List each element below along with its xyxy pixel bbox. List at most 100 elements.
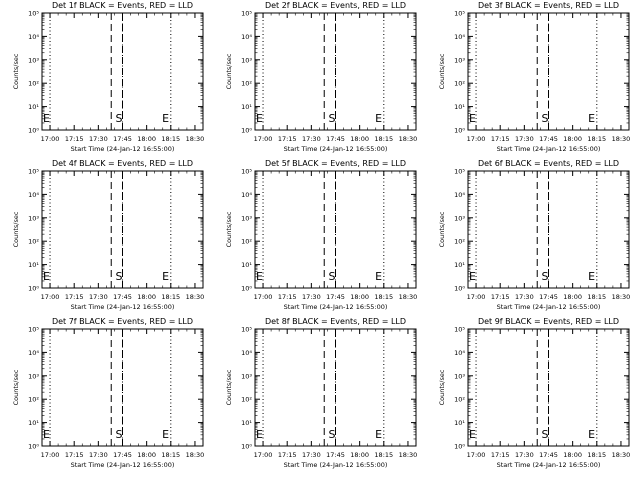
- y-tick-label: 10⁰: [241, 285, 252, 293]
- x-tick-label: 17:30: [515, 293, 534, 301]
- x-tick-label: 17:45: [113, 293, 132, 301]
- end-marker: E: [588, 270, 595, 283]
- y-tick-label: 10⁴: [241, 191, 252, 199]
- y-axis-label: Counts/sec: [12, 369, 20, 405]
- y-tick-label: 10⁵: [28, 326, 39, 334]
- y-tick-label: 10⁰: [454, 127, 465, 135]
- y-tick-label: 10⁰: [454, 285, 465, 293]
- x-tick-label: 17:30: [302, 451, 321, 459]
- x-tick-label: 17:45: [113, 451, 132, 459]
- y-tick-label: 10³: [241, 372, 252, 380]
- end-marker: E: [588, 428, 595, 441]
- x-tick-label: 17:45: [113, 135, 132, 143]
- x-tick-label: 18:00: [137, 293, 156, 301]
- y-tick-label: 10³: [28, 214, 39, 222]
- y-tick-label: 10³: [28, 56, 39, 64]
- y-tick-label: 10¹: [28, 261, 39, 269]
- x-tick-label: 17:45: [539, 451, 558, 459]
- panel-title: Det 5f BLACK = Events, RED = LLD: [265, 159, 406, 168]
- x-axis-label: Start Time (24-Jan-12 16:55:00): [71, 145, 175, 153]
- end-marker: E: [43, 112, 50, 125]
- x-tick-label: 18:15: [587, 135, 606, 143]
- y-tick-label: 10¹: [454, 419, 465, 427]
- end-marker: E: [469, 112, 476, 125]
- x-tick-label: 18:15: [161, 451, 180, 459]
- x-axis-label: Start Time (24-Jan-12 16:55:00): [284, 303, 388, 311]
- panel-det-5f: Det 5f BLACK = Events, RED = LLD 10⁰ 10¹ 10…: [225, 159, 417, 311]
- panel-title: Det 6f BLACK = Events, RED = LLD: [478, 159, 619, 168]
- x-tick-label: 18:30: [612, 293, 631, 301]
- panel-title: Det 1f BLACK = Events, RED = LLD: [52, 1, 193, 10]
- y-tick-label: 10²: [28, 80, 39, 88]
- x-tick-label: 18:30: [186, 451, 205, 459]
- y-tick-label: 10⁰: [28, 443, 39, 451]
- y-tick-label: 10³: [454, 56, 465, 64]
- x-tick-label: 18:00: [350, 293, 369, 301]
- x-axis-label: Start Time (24-Jan-12 16:55:00): [497, 145, 601, 153]
- y-tick-label: 10²: [28, 396, 39, 404]
- y-tick-label: 10³: [28, 372, 39, 380]
- y-axis-label: Counts/sec: [12, 53, 20, 89]
- start-marker: S: [115, 270, 122, 283]
- x-axis-label: Start Time (24-Jan-12 16:55:00): [284, 145, 388, 153]
- x-tick-label: 17:30: [302, 135, 321, 143]
- x-tick-label: 17:45: [539, 135, 558, 143]
- y-tick-label: 10¹: [241, 419, 252, 427]
- panel-det-7f: Det 7f BLACK = Events, RED = LLD 10⁰ 10¹ 10…: [12, 317, 204, 469]
- x-tick-label: 18:30: [399, 135, 418, 143]
- panel-det-9f: Det 9f BLACK = Events, RED = LLD 10⁰ 10¹ 10…: [438, 317, 630, 469]
- y-tick-label: 10⁴: [28, 349, 39, 357]
- y-axis-label: Counts/sec: [438, 369, 446, 405]
- x-tick-label: 17:15: [278, 451, 297, 459]
- y-tick-label: 10²: [241, 238, 252, 246]
- y-tick-label: 10⁵: [454, 326, 465, 334]
- y-tick-label: 10⁵: [241, 168, 252, 176]
- y-tick-label: 10⁰: [28, 285, 39, 293]
- start-marker: S: [328, 112, 335, 125]
- x-tick-label: 18:00: [563, 451, 582, 459]
- y-tick-label: 10⁴: [454, 33, 465, 41]
- start-marker: S: [115, 428, 122, 441]
- y-tick-label: 10⁴: [454, 349, 465, 357]
- start-marker: S: [541, 428, 548, 441]
- x-tick-label: 17:00: [254, 135, 273, 143]
- x-tick-label: 17:00: [467, 293, 486, 301]
- x-tick-label: 18:30: [399, 451, 418, 459]
- panel-det-6f: Det 6f BLACK = Events, RED = LLD 10⁰ 10¹ 10…: [438, 159, 630, 311]
- y-tick-label: 10⁵: [454, 168, 465, 176]
- y-tick-label: 10⁴: [241, 33, 252, 41]
- x-tick-label: 17:15: [65, 293, 84, 301]
- y-tick-label: 10⁵: [28, 10, 39, 18]
- y-tick-label: 10²: [241, 396, 252, 404]
- y-tick-label: 10⁰: [28, 127, 39, 135]
- panel-title: Det 3f BLACK = Events, RED = LLD: [478, 1, 619, 10]
- y-axis-label: Counts/sec: [225, 211, 233, 247]
- end-marker: E: [375, 270, 382, 283]
- end-marker: E: [162, 428, 169, 441]
- end-marker: E: [375, 428, 382, 441]
- y-tick-label: 10⁵: [241, 10, 252, 18]
- x-tick-label: 17:00: [41, 451, 60, 459]
- panel-title: Det 7f BLACK = Events, RED = LLD: [52, 317, 193, 326]
- y-tick-label: 10⁰: [241, 127, 252, 135]
- y-tick-label: 10³: [454, 372, 465, 380]
- x-axis-label: Start Time (24-Jan-12 16:55:00): [497, 461, 601, 469]
- x-tick-label: 18:15: [374, 135, 393, 143]
- x-tick-label: 18:30: [186, 293, 205, 301]
- end-marker: E: [375, 112, 382, 125]
- x-tick-label: 17:30: [89, 451, 108, 459]
- panel-det-2f: Det 2f BLACK = Events, RED = LLD 10⁰ 10¹ 10…: [225, 1, 417, 153]
- x-tick-label: 17:15: [278, 293, 297, 301]
- start-marker: S: [541, 270, 548, 283]
- x-tick-label: 18:00: [563, 293, 582, 301]
- x-tick-label: 17:00: [467, 135, 486, 143]
- y-tick-label: 10³: [241, 56, 252, 64]
- x-tick-label: 17:15: [278, 135, 297, 143]
- y-tick-label: 10³: [241, 214, 252, 222]
- start-marker: S: [541, 112, 548, 125]
- x-tick-label: 17:15: [491, 293, 510, 301]
- end-marker: E: [162, 112, 169, 125]
- end-marker: E: [469, 270, 476, 283]
- x-tick-label: 18:30: [612, 135, 631, 143]
